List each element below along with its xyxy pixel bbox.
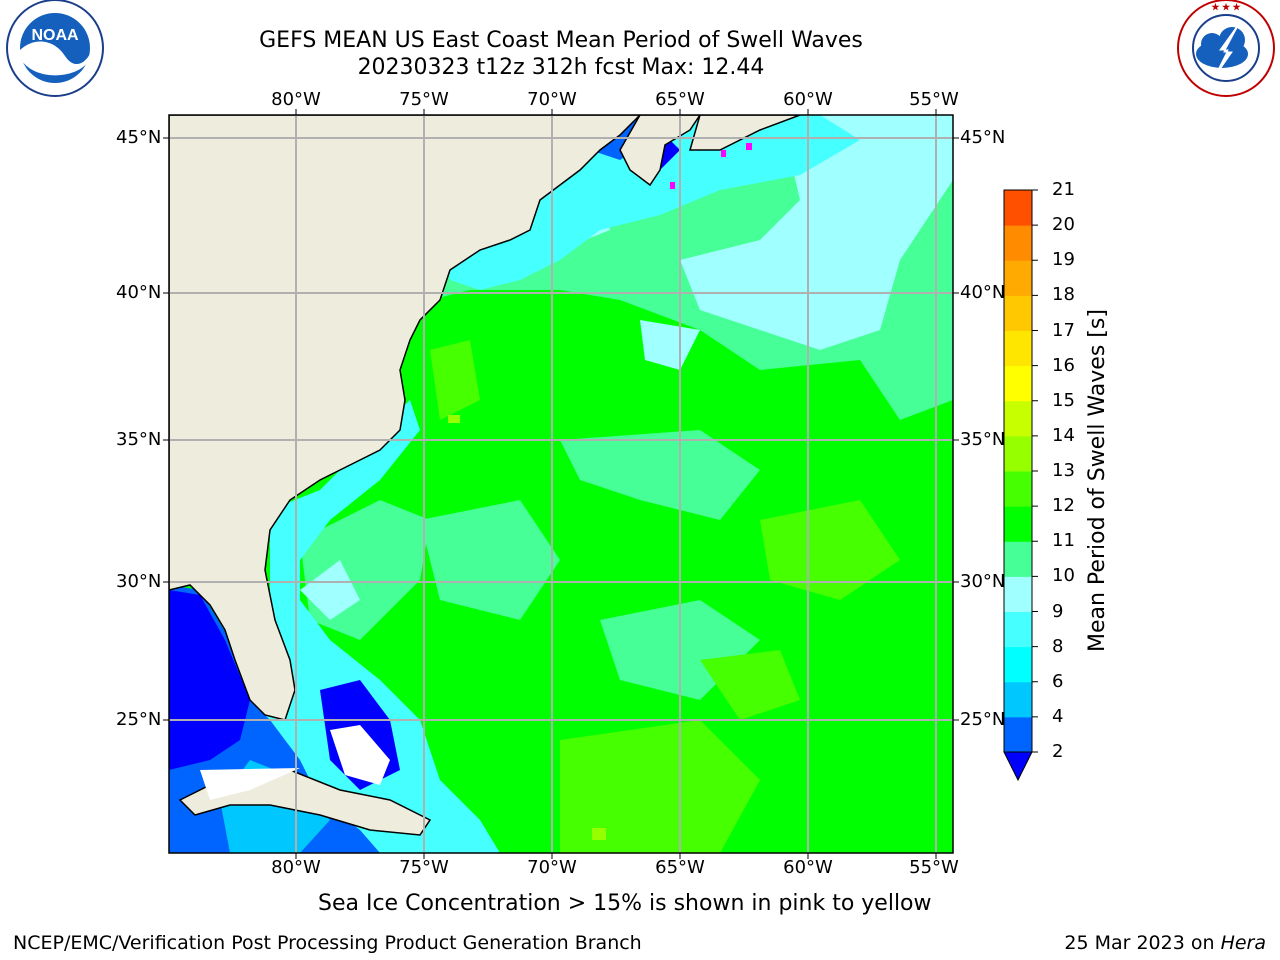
sea-ice-note: Sea Ice Concentration > 15% is shown in … xyxy=(318,891,932,916)
lon-label-top: 65°W xyxy=(655,89,705,110)
lon-label-top: 60°W xyxy=(783,89,833,110)
colorbar-tick-label: 9 xyxy=(1052,600,1064,622)
footer-date: 25 Mar 2023 on Hera xyxy=(1064,932,1266,954)
colorbar-tick-label: 2 xyxy=(1052,741,1064,762)
colorbar-tick-label: 20 xyxy=(1052,214,1075,236)
colorbar-tick-label: 17 xyxy=(1052,319,1075,341)
lat-label-left: 25°N xyxy=(116,709,162,730)
colorbar-tick-label: 6 xyxy=(1052,670,1064,692)
colorbar-tick-label: 19 xyxy=(1052,249,1075,271)
lat-label-right: 35°N xyxy=(960,429,1006,450)
lat-label-left: 45°N xyxy=(116,127,162,148)
colorbar-tick-label: 11 xyxy=(1052,530,1075,552)
graticule xyxy=(169,115,953,853)
swell-8-9-zone xyxy=(680,115,953,350)
colorbar-tick-label: 13 xyxy=(1052,460,1075,481)
land-area xyxy=(169,115,642,721)
lat-label-right: 45°N xyxy=(960,127,1006,148)
lon-label-top: 55°W xyxy=(909,89,959,110)
footer-host: Hera xyxy=(1220,932,1266,954)
colorbar-tick-label: 14 xyxy=(1052,424,1075,446)
colorbar-tick-label: 15 xyxy=(1052,389,1075,411)
colorbar-label: Mean Period of Swell Waves [s] xyxy=(1085,309,1110,652)
lat-label-left: 30°N xyxy=(116,571,162,592)
footer-credit: NCEP/EMC/Verification Post Processing Pr… xyxy=(13,932,642,954)
sea-ice-marker xyxy=(670,182,675,189)
lon-label-top: 75°W xyxy=(399,89,449,110)
lon-label-top: 70°W xyxy=(527,89,577,110)
colorbar-tick-label: 21 xyxy=(1052,179,1075,200)
colorbar-tick-label: 18 xyxy=(1052,284,1075,306)
lon-label-top: 80°W xyxy=(271,89,321,110)
lat-label-right: 30°N xyxy=(960,571,1006,592)
map-title: GEFS MEAN US East Coast Mean Period of S… xyxy=(259,28,863,53)
lon-label-bottom: 65°W xyxy=(655,857,705,878)
colorbar-tick-label: 10 xyxy=(1052,565,1075,587)
footer-date-text: 25 Mar 2023 on xyxy=(1064,932,1221,954)
colorbar-tick-label: 4 xyxy=(1052,705,1064,727)
lat-label-left: 35°N xyxy=(116,429,162,450)
lon-label-bottom: 60°W xyxy=(783,857,833,878)
lat-label-right: 25°N xyxy=(960,709,1006,730)
lon-label-bottom: 80°W xyxy=(271,857,321,878)
colorbar-tick-label: 8 xyxy=(1052,635,1064,657)
lon-label-bottom: 70°W xyxy=(527,857,577,878)
colorbar-tick-label: 16 xyxy=(1052,354,1075,376)
lon-label-bottom: 75°W xyxy=(399,857,449,878)
lat-label-left: 40°N xyxy=(116,282,162,303)
map-subtitle: 20230323 t12z 312h fcst Max: 12.44 xyxy=(357,55,765,80)
lon-label-bottom: 55°W xyxy=(909,857,959,878)
colorbar-tick-label: 12 xyxy=(1052,495,1075,517)
lat-label-right: 40°N xyxy=(960,282,1006,303)
